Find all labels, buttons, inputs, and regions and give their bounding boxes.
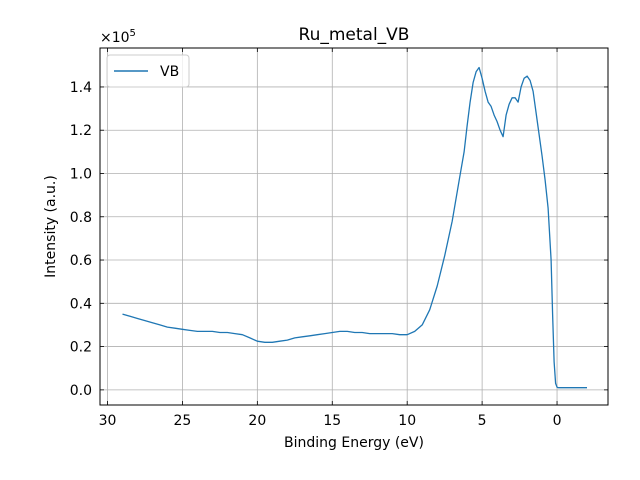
x-axis-label: Binding Energy (eV) (284, 435, 424, 451)
plot-frame (99, 47, 609, 406)
x-tick-label: 5 (478, 413, 487, 429)
y-tick-label: 0.6 (70, 253, 92, 269)
series-layer (122, 66, 587, 389)
y-tick-label: 1.0 (70, 166, 92, 182)
y-axis-label: Intensity (a.u.) (43, 175, 59, 278)
x-tick-label: 25 (174, 413, 192, 429)
chart-title: Ru_metal_VB (299, 25, 410, 45)
x-tick-label: 20 (248, 413, 266, 429)
y-axis-multiplier: ×105 (100, 28, 136, 46)
y-tick-label: 0.8 (70, 210, 92, 226)
y-tick-label: 1.4 (70, 80, 92, 96)
grid (100, 48, 608, 405)
ticks: 30 25 20 15 10 5 0 0.0 0.2 0.4 0.6 0.8 1.0 1.2 1.4 (70, 48, 608, 429)
x-tick-label: 10 (398, 413, 416, 429)
x-tick-label: 30 (99, 413, 117, 429)
y-tick-label: 1.2 (70, 123, 92, 139)
legend-label-vb: VB (160, 64, 179, 80)
x-tick-label: 15 (323, 413, 341, 429)
y-tick-label: 0.0 (70, 383, 92, 399)
series-line-vb (122, 66, 587, 389)
y-tick-label: 0.4 (70, 296, 92, 312)
y-tick-label: 0.2 (70, 340, 92, 356)
x-tick-label: 0 (553, 413, 562, 429)
legend: VB (106, 54, 190, 88)
